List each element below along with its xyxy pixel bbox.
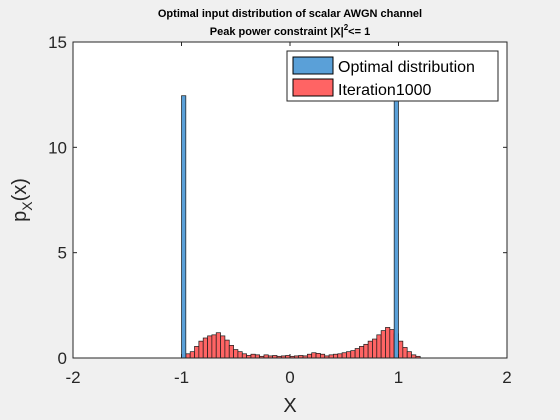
bar-iteration1000-31 xyxy=(315,353,321,359)
bar-iteration1000-10 xyxy=(224,339,230,359)
bar-iteration1000-14 xyxy=(241,353,247,359)
bar-iteration1000-16 xyxy=(250,353,256,359)
bar-iteration1000-32 xyxy=(320,353,326,359)
legend: Optimal distribution Iteration1000 xyxy=(286,50,499,102)
x-axis-label: X xyxy=(283,395,296,417)
bar-iteration1000-40 xyxy=(354,348,360,359)
bar-iteration1000-11 xyxy=(228,345,234,359)
legend-swatch-iteration1000 xyxy=(292,78,334,97)
chart-title-line1: Optimal input distribution of scalar AWG… xyxy=(158,8,422,20)
x-tick-label: 2 xyxy=(502,368,511,387)
bar-optimal-distribution-0 xyxy=(181,95,187,359)
bar-iteration1000-7 xyxy=(211,334,217,359)
bar-iteration1000-39 xyxy=(350,350,356,359)
bar-iteration1000-41 xyxy=(359,346,365,359)
bar-iteration1000-8 xyxy=(215,332,221,359)
bar-iteration1000-30 xyxy=(311,352,317,359)
y-tick-label: 15 xyxy=(48,33,67,52)
chart-title-line2-suffix: <= 1 xyxy=(348,26,370,38)
y-tick-label: 10 xyxy=(48,138,67,157)
x-tick-label: 1 xyxy=(394,368,403,387)
bar-iteration1000-5 xyxy=(202,337,208,359)
chart-title-line2-prefix: Peak power constraint |X| xyxy=(210,26,344,38)
y-tick-label: 5 xyxy=(58,244,67,263)
x-tick-label: 0 xyxy=(285,368,294,387)
bar-iteration1000-2 xyxy=(189,351,195,359)
bar-iteration1000-37 xyxy=(341,352,347,359)
chart-title-line2-sup: 2 xyxy=(344,23,349,32)
bar-iteration1000-4 xyxy=(198,340,204,359)
bar-iteration1000-52 xyxy=(406,351,412,359)
bar-iteration1000-36 xyxy=(337,353,343,359)
bar-iteration1000-12 xyxy=(233,349,239,359)
bar-iteration1000-43 xyxy=(367,340,373,359)
y-axis-label: pX(x) xyxy=(9,178,35,222)
bar-iteration1000-1 xyxy=(185,353,191,359)
y-axis-label-suffix: (x) xyxy=(9,178,31,201)
bar-iteration1000-47 xyxy=(385,327,391,359)
axes-layer: -2 -1 0 1 2 0 5 10 15 xyxy=(48,33,512,387)
legend-label-iteration1000: Iteration1000 xyxy=(338,82,432,99)
y-axis-label-sub: X xyxy=(19,201,35,211)
bar-iteration1000-51 xyxy=(402,347,408,359)
x-tick-label: -1 xyxy=(174,368,189,387)
bar-iteration1000-44 xyxy=(372,338,378,359)
bar-iteration1000-38 xyxy=(346,351,352,359)
bar-iteration1000-35 xyxy=(333,353,339,359)
bar-iteration1000-46 xyxy=(380,330,386,359)
y-axis-label-main: p xyxy=(9,211,31,222)
bar-iteration1000-6 xyxy=(207,335,213,359)
bar-iteration1000-48 xyxy=(389,329,395,359)
bar-iteration1000-50 xyxy=(398,340,404,359)
bar-optimal-distribution-1 xyxy=(393,95,399,359)
bar-iteration1000-13 xyxy=(237,351,243,359)
legend-label-optimal-distribution: Optimal distribution xyxy=(338,59,475,76)
x-tick-label: -2 xyxy=(65,368,80,387)
bar-iteration1000-42 xyxy=(363,343,369,359)
chart-title-line2: Peak power constraint |X|2<= 1 xyxy=(210,23,370,38)
legend-swatch-optimal-distribution xyxy=(292,56,334,75)
bar-iteration1000-45 xyxy=(376,334,382,359)
y-tick-label: 0 xyxy=(58,349,67,368)
bar-iteration1000-3 xyxy=(194,346,200,359)
bar-iteration1000-9 xyxy=(220,335,226,359)
bar-iteration1000-29 xyxy=(307,353,313,359)
